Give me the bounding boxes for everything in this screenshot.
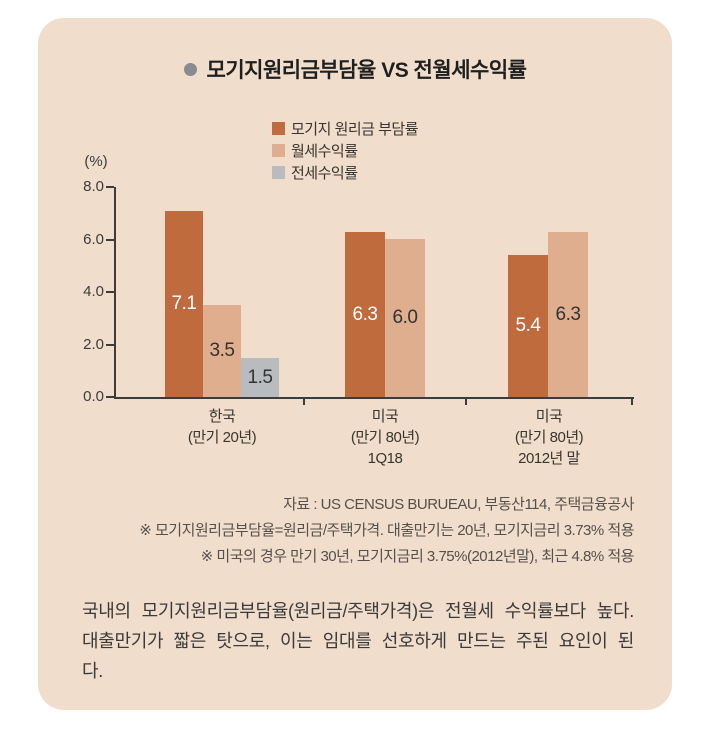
x-axis-line bbox=[114, 397, 634, 399]
x-category-line: (만기 20년) bbox=[187, 429, 257, 446]
bar-월세수익률-group2: 6.0 bbox=[385, 239, 425, 397]
y-tick-label: 2.0 bbox=[83, 335, 104, 353]
legend-item-monthly-rent: 월세수익률 bbox=[272, 139, 418, 161]
bar-value-label: 6.0 bbox=[392, 307, 418, 328]
y-tick-mark bbox=[106, 291, 114, 293]
x-category-line: 미국 bbox=[535, 408, 563, 425]
y-tick-mark bbox=[106, 396, 114, 398]
x-tick-mark bbox=[303, 399, 305, 405]
legend: 모기지 원리금 부담률 월세수익률 전세수익률 bbox=[272, 117, 419, 183]
footnote-line: ※ 미국의 경우 만기 30년, 모기지금리 3.75%(2012년말), 최근… bbox=[200, 548, 635, 565]
legend-item-mortgage: 모기지 원리금 부담률 bbox=[272, 117, 419, 139]
legend-label: 월세수익률 bbox=[291, 142, 358, 160]
summary-text: 국내의 모기지원리금부담율(원리금/주택가격)은 전월세 수익률보다 높다. 대… bbox=[82, 601, 634, 681]
title-bullet-icon bbox=[183, 62, 197, 76]
y-tick-mark bbox=[106, 343, 114, 346]
bar-모기지 원리금 부담률-group3: 5.4 bbox=[508, 255, 548, 397]
bar-value-label: 3.5 bbox=[209, 340, 235, 361]
bar-chart: (%) 8.0 6.0 4.0 2.0 0.0 7.1 3.5 1.5 6.3 6.0 5.4 6.3… bbox=[38, 18, 672, 710]
y-tick-label: 0.0 bbox=[83, 388, 104, 405]
y-tick-mark bbox=[106, 186, 114, 188]
legend-swatch-jeonse bbox=[272, 165, 285, 179]
bar-전세수익률-group1: 1.5 bbox=[241, 358, 279, 397]
x-category-line: 미국 bbox=[371, 408, 399, 425]
legend-swatch-mortgage bbox=[272, 121, 285, 135]
y-tick-label: 4.0 bbox=[83, 283, 104, 300]
source-line: 자료 : US CENSUS BURUEAU, 부동산114, 주택금융공사 bbox=[283, 496, 634, 513]
source-notes: 자료 : US CENSUS BURUEAU, 부동산114, 주택금융공사 ※… bbox=[58, 492, 634, 570]
legend-label: 모기지 원리금 부담률 bbox=[291, 120, 419, 138]
bar-월세수익률-group1: 3.5 bbox=[203, 305, 241, 397]
bar-value-label: 5.4 bbox=[515, 315, 541, 336]
y-tick-mark bbox=[106, 238, 114, 241]
x-category-label: 미국 (만기 80년) 1Q18 bbox=[305, 406, 465, 469]
x-category-line: 1Q18 bbox=[367, 450, 403, 467]
bar-월세수익률-group3: 6.3 bbox=[548, 232, 588, 397]
bar-모기지 원리금 부담률-group2: 6.3 bbox=[345, 232, 385, 397]
x-category-label: 한국 (만기 20년) bbox=[142, 406, 302, 448]
bar-모기지 원리금 부담률-group1: 7.1 bbox=[165, 211, 203, 397]
legend-label: 전세수익률 bbox=[291, 164, 358, 182]
bar-value-label: 6.3 bbox=[352, 303, 378, 325]
x-category-line: 한국 bbox=[208, 408, 236, 425]
bar-value-label: 1.5 bbox=[247, 366, 273, 388]
bar-value-label: 7.1 bbox=[171, 293, 197, 314]
legend-swatch-monthly-rent bbox=[272, 143, 285, 157]
x-category-line: (만기 80년) bbox=[514, 429, 584, 446]
x-category-line: 2012년 말 bbox=[518, 450, 580, 467]
bar-value-label: 6.3 bbox=[555, 303, 581, 325]
y-axis-unit-label: (%) bbox=[84, 153, 108, 170]
chart-title: 모기지원리금부담율 VS 전월세수익률 bbox=[206, 59, 527, 82]
y-tick-label: 8.0 bbox=[83, 178, 104, 195]
x-category-label: 미국 (만기 80년) 2012년 말 bbox=[469, 406, 629, 469]
x-tick-mark bbox=[631, 399, 633, 405]
chart-card: 모기지원리금부담율 VS 전월세수익률 모기지 원리금 부담률 월세수익률 전세… bbox=[38, 18, 672, 710]
legend-item-jeonse: 전세수익률 bbox=[272, 161, 418, 183]
title-row: 모기지원리금부담율 VS 전월세수익률 bbox=[38, 57, 672, 82]
x-category-line: (만기 80년) bbox=[350, 429, 420, 446]
y-axis-line bbox=[114, 187, 116, 399]
x-tick-mark bbox=[465, 399, 467, 405]
footnote-line: ※ 모기지원리금부담율=원리금/주택가격. 대출만기는 20년, 모기지금리 3… bbox=[139, 522, 634, 539]
y-tick-label: 6.0 bbox=[83, 230, 104, 248]
